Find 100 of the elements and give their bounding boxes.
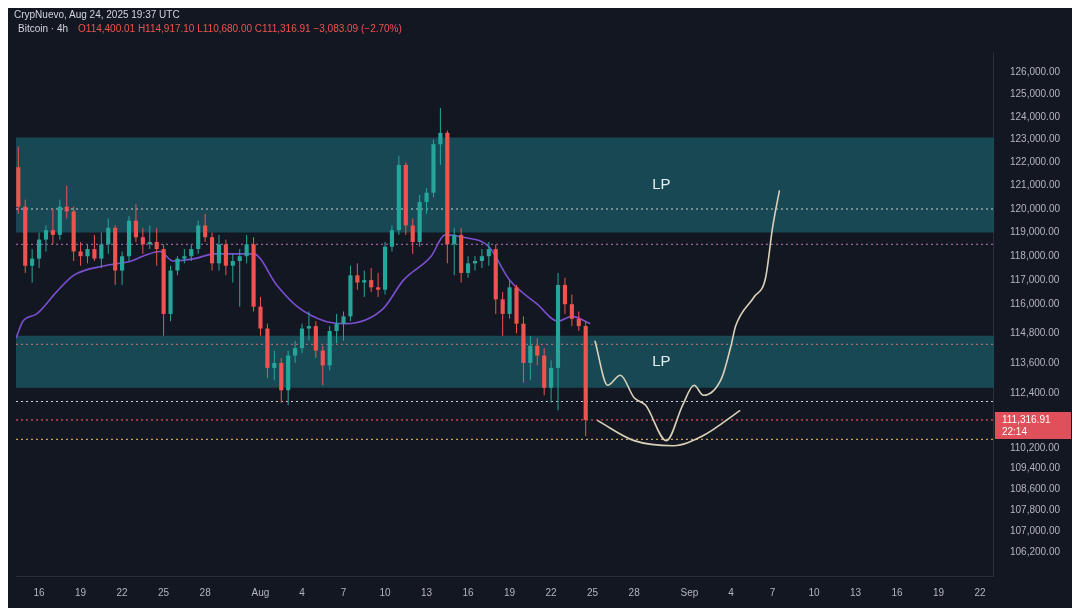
candlestick	[306, 310, 311, 342]
candlestick	[320, 345, 325, 386]
x-tick-label: 4	[728, 586, 735, 598]
y-tick-label: 109,400.00	[1009, 462, 1061, 474]
candlestick	[106, 217, 111, 255]
y-tick-label: 121,000.00	[1009, 179, 1061, 191]
x-tick-label: Sep	[680, 586, 699, 598]
chart-title: Bitcoin · 4h	[18, 23, 69, 34]
candlestick	[140, 227, 145, 255]
x-tick-label: 10	[379, 586, 392, 598]
candlestick	[99, 232, 104, 269]
line-series	[16, 234, 592, 340]
y-tick-label: 107,800.00	[1009, 503, 1061, 515]
candlestick	[376, 272, 381, 298]
candlestick	[216, 234, 222, 272]
candlestick	[334, 313, 339, 344]
candlestick	[369, 267, 374, 293]
candlestick	[120, 250, 125, 286]
x-tick-label: 10	[808, 586, 821, 598]
x-tick-label: 13	[850, 586, 862, 598]
x-tick-label: 19	[933, 586, 945, 598]
candlestick	[78, 241, 83, 267]
candlestick	[410, 217, 415, 255]
y-tick-label: 112,400.00	[1009, 386, 1060, 398]
candlestick	[258, 296, 263, 337]
candlestick	[293, 340, 298, 364]
x-tick-label: 7	[340, 586, 347, 598]
candlestick	[203, 213, 208, 243]
x-tick-label: 7	[769, 586, 776, 598]
x-tick-label: 13	[420, 586, 433, 598]
y-tick-label: 124,000.00	[1009, 110, 1061, 122]
candlestick	[438, 107, 443, 166]
candlestick	[576, 310, 581, 332]
x-tick-label: 22	[116, 586, 129, 598]
y-tick-label: 125,000.00	[1009, 88, 1061, 100]
x-tick-label: 19	[75, 586, 87, 598]
x-tick-label: 28	[628, 586, 641, 598]
candlestick	[569, 294, 574, 327]
candlestick	[244, 234, 249, 264]
candlestick	[535, 337, 540, 366]
candlestick	[92, 234, 97, 262]
candlestick	[341, 310, 346, 342]
candlestick	[175, 255, 180, 276]
candlestick	[43, 224, 49, 252]
y-tick-label: 110,200.00	[1009, 442, 1060, 454]
line-series	[596, 409, 742, 447]
candlestick	[479, 248, 484, 269]
candlestick	[237, 248, 242, 308]
candlestick	[299, 323, 305, 354]
candlestick	[466, 255, 471, 279]
candlestick	[36, 232, 42, 269]
candlestick	[389, 224, 395, 252]
x-tick-label: 4	[299, 586, 306, 598]
y-tick-label: 118,000.00	[1009, 249, 1060, 261]
text: CrypNuevo, Aug 24, 2025 19:37 UTC	[14, 9, 180, 20]
candlestick	[223, 239, 228, 276]
x-tick-label: 22	[545, 586, 558, 598]
y-tick-label: 114,800.00	[1009, 327, 1060, 339]
x-tick-label: 16	[891, 586, 904, 598]
x-tick-label: 16	[462, 586, 475, 598]
y-tick-label: 123,000.00	[1009, 133, 1061, 145]
line-series	[594, 189, 781, 442]
y-tick-label: 126,000.00	[1009, 65, 1061, 77]
y-tick-label: 108,600.00	[1009, 483, 1061, 495]
x-tick-label: 19	[504, 586, 516, 598]
candlestick	[272, 350, 277, 381]
candlestick	[154, 227, 159, 267]
candlestick	[50, 208, 55, 245]
candlestick	[452, 227, 457, 276]
y-tick-label: 119,000.00	[1009, 226, 1060, 238]
x-tick-label: Aug	[251, 586, 270, 598]
x-tick-label: 25	[158, 586, 170, 598]
y-tick-label: 113,600.00	[1009, 356, 1060, 368]
candlestick	[30, 248, 35, 284]
candlestick	[196, 220, 201, 255]
y-tick-label: 120,000.00	[1009, 202, 1061, 214]
candlestick	[528, 335, 533, 381]
candlestick	[500, 291, 505, 337]
x-tick-label: 16	[33, 586, 46, 598]
candlestick	[133, 203, 139, 243]
candlestick	[486, 241, 491, 267]
y-tick-label: 117,000.00	[1009, 273, 1060, 285]
candlestick	[362, 270, 367, 298]
candlestick	[85, 243, 90, 264]
candlestick	[355, 262, 360, 291]
y-tick-label: 122,000.00	[1009, 156, 1061, 168]
ref-line-label: 111,316.91	[1001, 413, 1051, 425]
chart-subtitle: O114,400.01 H114,917.10 L110,680.00 C111,316.91 −3,083.09 (−2.70%)	[78, 23, 402, 34]
y-tick-label: 106,200.00	[1009, 545, 1061, 557]
candlestick	[424, 187, 429, 215]
candlestick	[549, 359, 554, 404]
x-tick-label: 22	[974, 586, 987, 598]
text: 22:14	[1001, 425, 1028, 437]
x-tick-label: 28	[199, 586, 212, 598]
x-tick-label: 25	[587, 586, 599, 598]
candlestick	[562, 277, 568, 315]
y-tick-label: 107,000.00	[1009, 524, 1061, 536]
candlestick	[230, 253, 235, 284]
y-tick-label: 116,000.00	[1009, 297, 1060, 309]
band-label: LP	[652, 351, 671, 369]
